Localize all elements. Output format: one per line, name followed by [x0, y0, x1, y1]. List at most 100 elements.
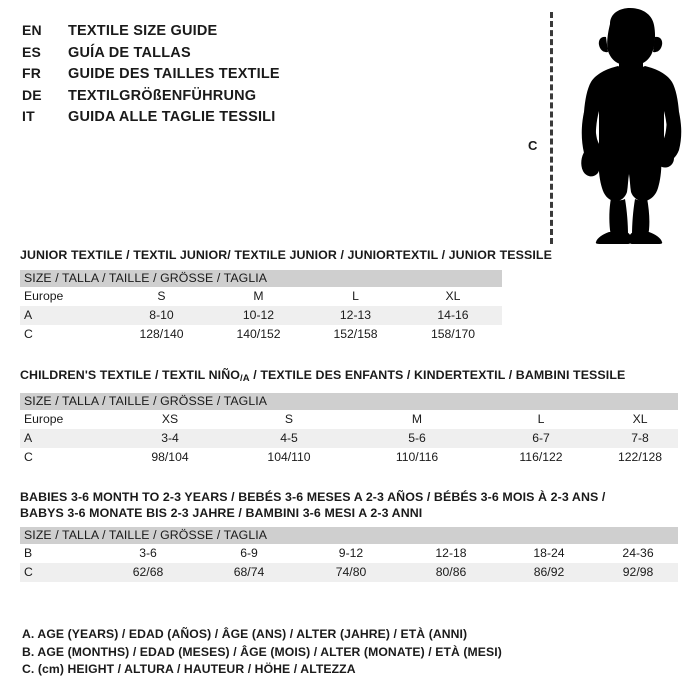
title-row: IT GUIDA ALLE TAGLIE TESSILI	[22, 108, 482, 130]
section-childrens-textile: CHILDREN'S TEXTILE / TEXTIL NIÑO/A / TEX…	[20, 368, 679, 467]
toddler-silhouette-icon	[581, 8, 682, 244]
table-cell: XS	[116, 409, 224, 429]
title-text: TEXTILE SIZE GUIDE	[68, 23, 218, 39]
table-cell: 110/116	[354, 447, 480, 467]
title-row: EN TEXTILE SIZE GUIDE	[22, 22, 482, 44]
table-row: B 3-6 6-9 9-12 12-18 18-24 24-36	[20, 544, 679, 563]
table-cell: 122/128	[602, 447, 679, 467]
table-cell: 86/92	[500, 563, 598, 582]
size-bar-label: SIZE / TALLA / TAILLE / GRÖSSE / TAGLIA	[20, 527, 679, 544]
table-cell: M	[210, 286, 307, 306]
table-cell: 98/104	[116, 447, 224, 467]
size-bar-label: SIZE / TALLA / TAILLE / GRÖSSE / TAGLIA	[20, 269, 502, 287]
title-text: GUÍA DE TALLAS	[68, 44, 191, 61]
table-cell: 24-36	[598, 544, 679, 563]
title-language-block: EN TEXTILE SIZE GUIDE ES GUÍA DE TALLAS …	[22, 22, 482, 130]
children-size-table: SIZE / TALLA / TAILLE / GRÖSSE / TAGLIA …	[20, 392, 679, 467]
title-text: GUIDE DES TAILLES TEXTILE	[68, 66, 280, 82]
section-heading: CHILDREN'S TEXTILE / TEXTIL NIÑO/A / TEX…	[20, 368, 678, 387]
row-label: B	[20, 544, 98, 563]
table-cell: S	[224, 409, 354, 429]
section-heading-line2: BABYS 3-6 MONATE BIS 2-3 JAHRE / BAMBINI…	[20, 505, 423, 520]
table-cell: 6-9	[198, 544, 300, 563]
height-dashed-line	[550, 12, 553, 244]
title-row: DE TEXTILGRÖßENFÜHRUNG	[22, 87, 482, 109]
section-junior-textile: JUNIOR TEXTILE / TEXTIL JUNIOR/ TEXTILE …	[20, 248, 552, 344]
language-code: DE	[22, 86, 42, 103]
table-cell: 14-16	[404, 305, 502, 325]
table-header-bar: SIZE / TALLA / TAILLE / GRÖSSE / TAGLIA	[20, 392, 679, 410]
row-label: Europe	[20, 286, 113, 306]
table-cell: L	[307, 286, 404, 306]
title-row: FR GUIDE DES TAILLES TEXTILE	[22, 65, 482, 87]
table-cell: 12-18	[402, 544, 500, 563]
babies-size-table: SIZE / TALLA / TAILLE / GRÖSSE / TAGLIA …	[20, 527, 679, 582]
section-heading: BABIES 3-6 MONTH TO 2-3 YEARS / BEBÉS 3-…	[20, 490, 678, 521]
table-row: Europe S M L XL	[20, 286, 502, 306]
language-code: IT	[22, 108, 35, 124]
junior-size-table: SIZE / TALLA / TAILLE / GRÖSSE / TAGLIA …	[20, 269, 502, 344]
measurement-legend: A. AGE (YEARS) / EDAD (AÑOS) / ÂGE (ANS)…	[22, 626, 622, 679]
language-code: ES	[22, 43, 42, 60]
size-bar-label: SIZE / TALLA / TAILLE / GRÖSSE / TAGLIA	[20, 392, 679, 410]
table-cell: 140/152	[210, 324, 307, 344]
title-row: ES GUÍA DE TALLAS	[22, 44, 482, 66]
table-cell: S	[113, 286, 210, 306]
language-code: FR	[22, 65, 42, 81]
table-cell: 104/110	[224, 447, 354, 467]
table-cell: 3-6	[98, 544, 198, 563]
row-label: Europe	[20, 409, 116, 429]
table-header-bar: SIZE / TALLA / TAILLE / GRÖSSE / TAGLIA	[20, 527, 679, 544]
table-cell: 5-6	[354, 428, 480, 448]
height-measurement-figure: C	[520, 8, 696, 244]
legend-line-b: B. AGE (MONTHS) / EDAD (MESES) / ÂGE (MO…	[22, 644, 502, 659]
section-heading-subscript: /A	[240, 373, 250, 384]
row-label: C	[20, 324, 113, 344]
table-cell: 158/170	[404, 324, 502, 344]
language-code: EN	[22, 22, 42, 38]
table-row: Europe XS S M L XL	[20, 409, 679, 429]
section-babies-textile: BABIES 3-6 MONTH TO 2-3 YEARS / BEBÉS 3-…	[20, 490, 679, 582]
table-cell: 12-13	[307, 305, 404, 325]
table-cell: 92/98	[598, 563, 679, 582]
table-row: C 128/140 140/152 152/158 158/170	[20, 324, 502, 344]
table-header-bar: SIZE / TALLA / TAILLE / GRÖSSE / TAGLIA	[20, 269, 502, 287]
row-label: A	[20, 428, 116, 448]
section-heading-line1: BABIES 3-6 MONTH TO 2-3 YEARS / BEBÉS 3-…	[20, 490, 606, 504]
section-heading-part1: CHILDREN'S TEXTILE / TEXTIL NIÑO	[20, 368, 241, 382]
table-cell: 8-10	[113, 305, 210, 325]
title-text: TEXTILGRÖßENFÜHRUNG	[68, 87, 257, 104]
table-cell: 7-8	[602, 428, 679, 448]
table-row: A 3-4 4-5 5-6 6-7 7-8	[20, 428, 679, 448]
row-label: C	[20, 447, 116, 467]
table-cell: L	[480, 409, 602, 429]
table-cell: 3-4	[116, 428, 224, 448]
table-cell: 128/140	[113, 324, 210, 344]
height-measure-label: C	[528, 138, 538, 153]
title-text: GUIDA ALLE TAGLIE TESSILI	[68, 109, 276, 125]
table-cell: 116/122	[480, 447, 602, 467]
table-cell: 9-12	[300, 544, 402, 563]
table-row: C 62/68 68/74 74/80 80/86 86/92 92/98	[20, 563, 679, 582]
table-cell: M	[354, 409, 480, 429]
table-row: A 8-10 10-12 12-13 14-16	[20, 305, 502, 325]
table-cell: 10-12	[210, 305, 307, 325]
table-cell: 74/80	[300, 563, 402, 582]
table-cell: XL	[404, 286, 502, 306]
table-cell: 80/86	[402, 563, 500, 582]
table-row: C 98/104 104/110 110/116 116/122 122/128	[20, 447, 679, 467]
table-cell: 6-7	[480, 428, 602, 448]
legend-line-a: A. AGE (YEARS) / EDAD (AÑOS) / ÂGE (ANS)…	[22, 627, 468, 641]
row-label: A	[20, 305, 113, 325]
table-cell: 68/74	[198, 563, 300, 582]
table-cell: 18-24	[500, 544, 598, 563]
table-cell: 152/158	[307, 324, 404, 344]
table-cell: XL	[602, 409, 679, 429]
section-heading: JUNIOR TEXTILE / TEXTIL JUNIOR/ TEXTILE …	[20, 248, 552, 262]
table-cell: 62/68	[98, 563, 198, 582]
section-heading-part2: / TEXTILE DES ENFANTS / KINDERTEXTIL / B…	[249, 368, 626, 382]
legend-line-c: C. (cm) HEIGHT / ALTURA / HAUTEUR / HÖHE…	[22, 662, 356, 676]
row-label: C	[20, 563, 98, 582]
table-cell: 4-5	[224, 428, 354, 448]
